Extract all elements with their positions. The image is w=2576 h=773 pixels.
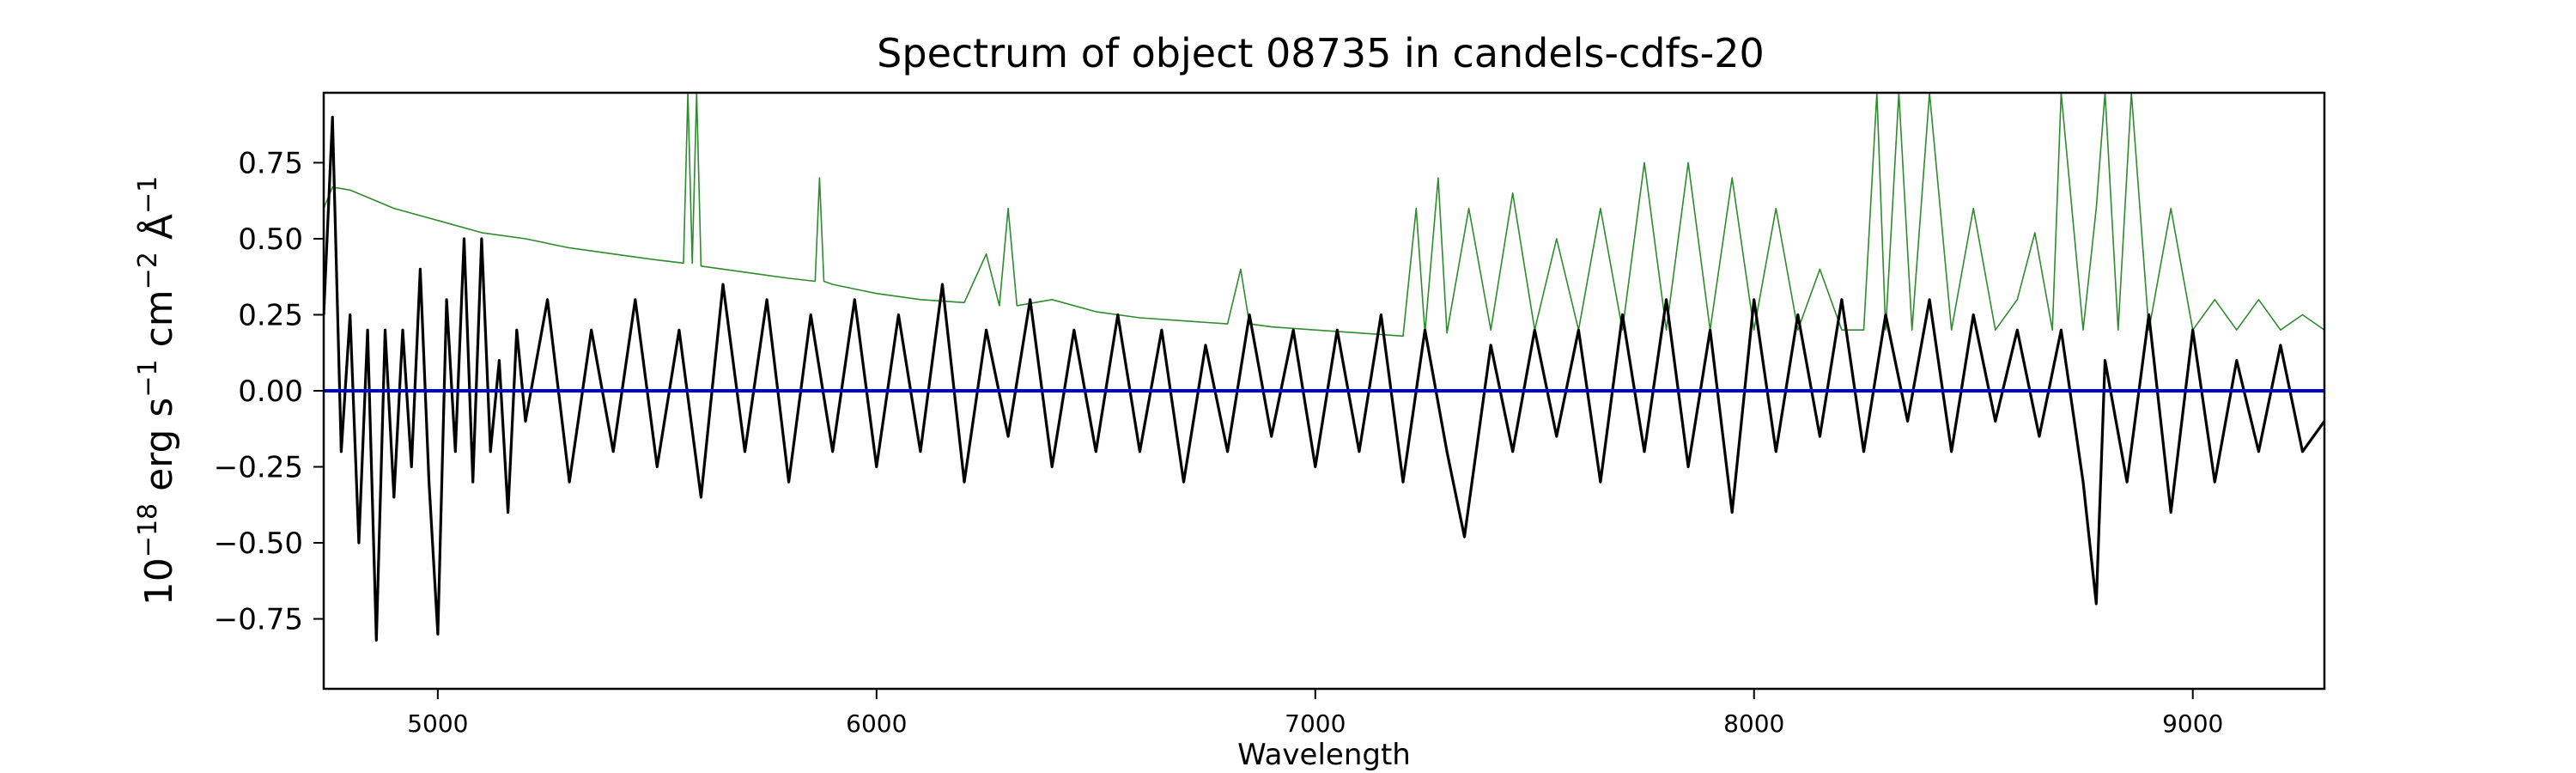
y-label-exp1: −1 xyxy=(133,359,163,397)
x-axis-label: Wavelength xyxy=(1237,738,1411,772)
x-tick-label: 7000 xyxy=(1285,709,1346,738)
y-tick-label: −0.25 xyxy=(214,451,303,485)
x-tick-label: 8000 xyxy=(1723,709,1784,738)
y-label-exp: −18 xyxy=(133,503,163,557)
y-tick-label: 0.75 xyxy=(238,146,303,180)
y-label-exp2: −2 xyxy=(133,252,163,289)
x-tick-label: 5000 xyxy=(407,709,468,738)
observed-spectrum-line xyxy=(324,115,2324,642)
y-label-part2: cm xyxy=(137,289,181,359)
y-label-part1: erg s xyxy=(137,398,181,503)
x-tick-label: 9000 xyxy=(2162,709,2223,738)
plot-area xyxy=(322,91,2326,691)
y-tick-label: −0.50 xyxy=(214,526,303,561)
y-tick-label: 0.25 xyxy=(238,298,303,332)
x-axis: 5000 6000 7000 8000 9000 xyxy=(407,689,2223,738)
model-spectrum-line xyxy=(324,93,2324,338)
y-axis-label: 10−18 erg s−1 cm−2 Å−1 xyxy=(133,176,181,606)
y-label-part3: Å xyxy=(136,214,181,252)
y-label-base: 10 xyxy=(137,557,181,606)
x-tick-label: 6000 xyxy=(846,709,907,738)
y-tick-label: 0.50 xyxy=(238,222,303,257)
y-tick-label: 0.00 xyxy=(238,374,303,409)
chart-title: Spectrum of object 08735 in candels-cdfs… xyxy=(877,30,1765,76)
y-label-exp3: −1 xyxy=(133,176,163,214)
series-layer xyxy=(324,93,2324,642)
y-axis: −0.75 −0.50 −0.25 0.00 0.25 0.50 0.75 xyxy=(214,146,324,637)
y-tick-label: −0.75 xyxy=(214,603,303,637)
